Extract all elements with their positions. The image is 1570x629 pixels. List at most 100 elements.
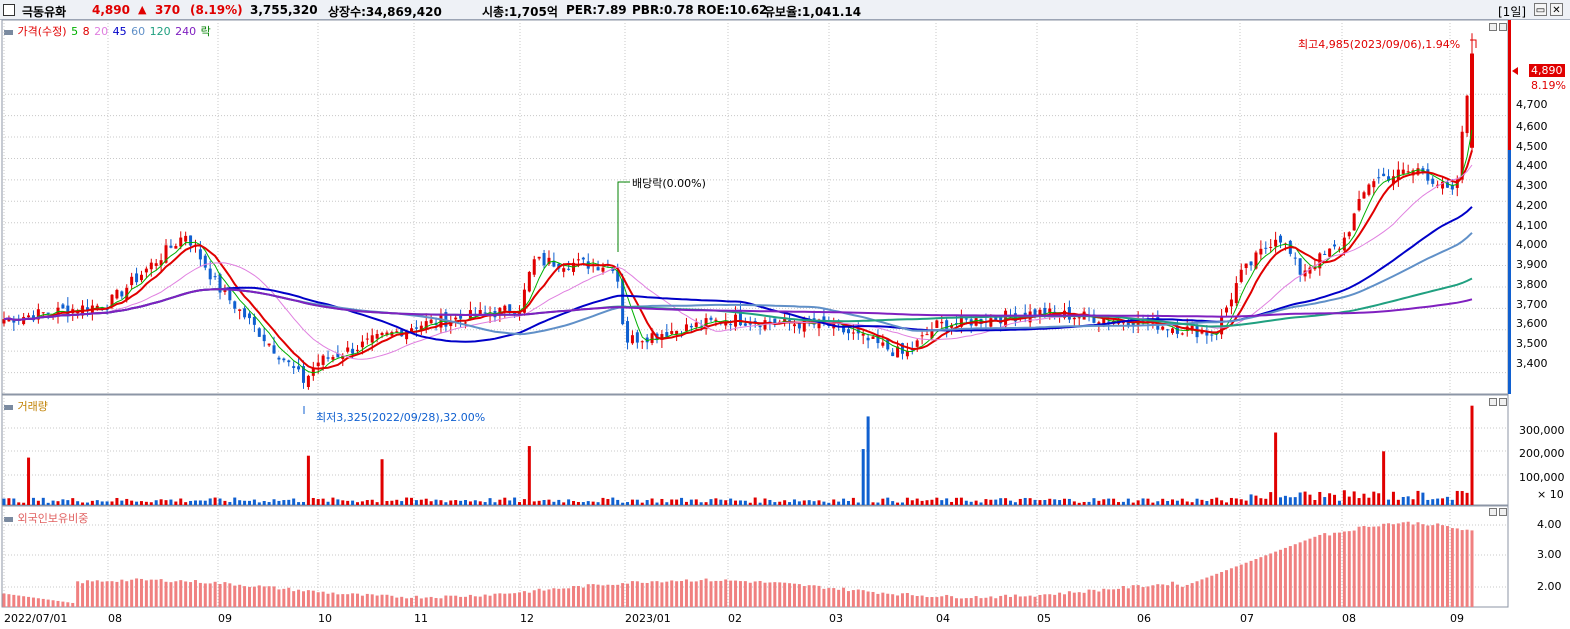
x-label: 08 — [108, 612, 122, 625]
price-tick: 4,100 — [1516, 219, 1548, 232]
volume-bar — [1244, 500, 1248, 505]
foreign-ratio-bar — [1460, 530, 1464, 607]
foreign-ratio-bar — [311, 590, 315, 607]
price-tick: 4,400 — [1516, 159, 1548, 172]
candle-body — [130, 276, 134, 286]
volume-bar — [758, 502, 762, 505]
legend-ma45[interactable]: 45 — [112, 25, 127, 38]
panel-minimize-button[interactable] — [1489, 23, 1497, 31]
foreign-ratio-bar — [1067, 591, 1071, 607]
candle-body — [1328, 248, 1332, 257]
volume-bar — [935, 497, 939, 505]
volume-bar — [1112, 498, 1116, 505]
legend-ma5[interactable]: 5 — [71, 25, 79, 38]
candle-body — [22, 316, 26, 325]
foreign-ratio-bar — [488, 595, 492, 607]
volume-bar — [1323, 497, 1327, 505]
candle-body — [748, 322, 752, 325]
candle-body — [110, 294, 114, 307]
candle-body — [208, 268, 212, 280]
volume-bar — [360, 501, 364, 505]
foreign-ratio-bar — [1416, 522, 1420, 607]
select-checkbox[interactable] — [3, 4, 15, 16]
volume-bar — [1195, 498, 1199, 505]
price-tick: 4,700 — [1516, 98, 1548, 111]
price-tick: 4,200 — [1516, 199, 1548, 212]
volume-bar — [959, 497, 963, 505]
foreign-ratio-bar — [2, 593, 6, 607]
volume-bar — [1450, 499, 1454, 505]
foreign-ratio-bar — [1470, 530, 1474, 607]
candle-body — [576, 259, 580, 261]
stock-name[interactable]: 극동유화 — [22, 5, 67, 19]
candle-body — [537, 256, 541, 259]
candle-body — [27, 315, 31, 318]
legend-handle-icon[interactable] — [4, 404, 13, 410]
panel-close-button[interactable] — [1499, 508, 1507, 516]
legend-ma20[interactable]: 20 — [94, 25, 109, 38]
foreign-ratio-bar — [1171, 581, 1175, 607]
volume-bar — [1279, 497, 1283, 505]
volume-bar — [900, 502, 904, 505]
legend-ma8[interactable]: 8 — [82, 25, 90, 38]
panel-close-button[interactable] — [1499, 23, 1507, 31]
volume-bar — [635, 499, 639, 505]
foreign-ratio-bar — [1328, 535, 1332, 607]
volume-bar — [562, 502, 566, 505]
panel-minimize-button[interactable] — [1489, 508, 1497, 516]
legend-ma120[interactable]: 120 — [149, 25, 171, 38]
foreign-ratio-bar — [734, 580, 738, 607]
volume-bar — [1308, 494, 1312, 505]
legend-handle-icon[interactable] — [4, 29, 13, 35]
foreign-ratio-bar — [1185, 584, 1189, 607]
legend-ex-dividend[interactable]: 락 — [200, 25, 211, 38]
volume-label[interactable]: 거래량 — [17, 400, 48, 413]
foreign-ratio-bar — [459, 596, 463, 607]
volume-bar — [964, 500, 968, 505]
legend-handle-icon[interactable] — [4, 516, 13, 522]
volume-bar — [979, 502, 983, 505]
candle-body — [1215, 332, 1219, 334]
foreign-ratio-bar — [714, 580, 718, 607]
volume-bar — [1175, 500, 1179, 505]
foreign-label[interactable]: 외국인보유비중 — [17, 512, 89, 525]
foreign-ratio-bar — [876, 593, 880, 607]
volume-bar — [262, 500, 266, 505]
candle-body — [1264, 247, 1268, 249]
foreign-ratio-bar — [139, 578, 143, 607]
volume-bar — [365, 500, 369, 505]
foreign-ratio-bar — [1190, 583, 1194, 607]
legend-ma240[interactable]: 240 — [175, 25, 197, 38]
foreign-ratio-bar — [203, 583, 207, 607]
maximize-button[interactable]: ▭ — [1534, 3, 1547, 16]
candle-body — [66, 305, 70, 316]
foreign-ratio-bar — [1318, 534, 1322, 607]
foreign-ratio-bar — [473, 596, 477, 607]
volume-bar — [139, 501, 143, 505]
volume-bar — [999, 498, 1003, 505]
volume-bar — [586, 501, 590, 505]
foreign-ratio-bar — [179, 580, 183, 607]
volume-multiplier: × 10 — [1537, 488, 1564, 501]
foreign-ratio-bar — [832, 588, 836, 607]
candle-body — [665, 332, 669, 337]
close-button[interactable]: ✕ — [1550, 3, 1563, 16]
volume-bar — [576, 501, 580, 505]
volume-bar — [591, 501, 595, 505]
legend-ma60[interactable]: 60 — [131, 25, 146, 38]
foreign-ratio-bar — [994, 598, 998, 607]
foreign-ratio-bar — [670, 580, 674, 607]
candle-body — [238, 309, 242, 311]
candle-body — [964, 318, 968, 320]
candle-body — [1234, 283, 1238, 304]
panel-close-button[interactable] — [1499, 398, 1507, 406]
foreign-ratio-bar — [1455, 528, 1459, 607]
foreign-ratio-bar — [189, 582, 193, 607]
candle-body — [198, 249, 202, 260]
candle-body — [611, 268, 615, 271]
candle-body — [1043, 307, 1047, 316]
panel-minimize-button[interactable] — [1489, 398, 1497, 406]
legend-price-label[interactable]: 가격(수정) — [17, 25, 67, 38]
period-selector[interactable]: [1일] — [1498, 5, 1527, 19]
